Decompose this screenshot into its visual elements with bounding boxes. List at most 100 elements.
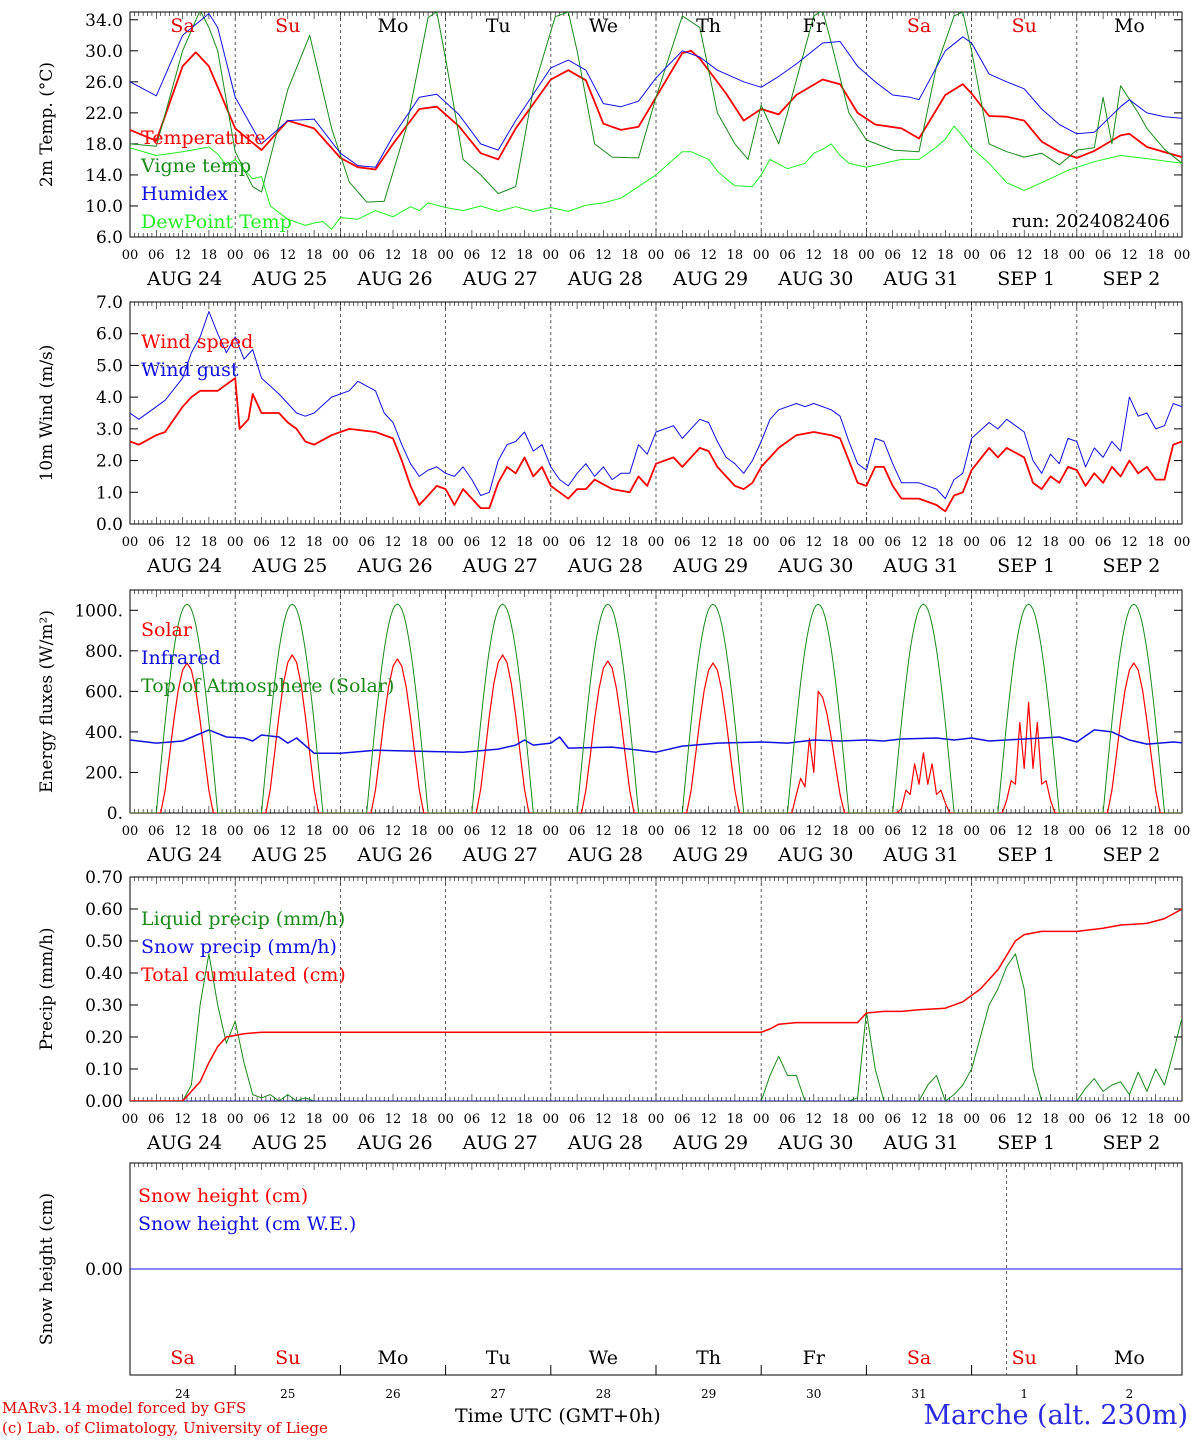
hour-label: 00 bbox=[648, 248, 665, 263]
lab-credit: (c) Lab. of Climatology, University of L… bbox=[2, 1419, 328, 1437]
y-tick-label: 0.00 bbox=[85, 1092, 123, 1112]
panel-4 bbox=[129, 1162, 1183, 1376]
day-label: AUG 25 bbox=[251, 1132, 327, 1154]
hour-label: 06 bbox=[990, 248, 1007, 263]
hour-label: 00 bbox=[1174, 824, 1191, 839]
hour-label: 18 bbox=[411, 824, 428, 839]
y-axis-label: 2m Temp. (°C) bbox=[37, 62, 57, 187]
day-number-label: 28 bbox=[596, 1387, 611, 1401]
y-tick-label: 400. bbox=[85, 723, 123, 743]
time-axis-label: Time UTC (GMT+0h) bbox=[455, 1405, 661, 1427]
hour-label: 06 bbox=[253, 824, 270, 839]
hour-label: 06 bbox=[674, 824, 691, 839]
y-tick-label: 30.0 bbox=[85, 42, 123, 62]
hour-label: 18 bbox=[516, 1112, 533, 1127]
day-label: AUG 27 bbox=[462, 555, 538, 577]
weekday-label: Su bbox=[275, 1347, 300, 1369]
hour-label: 00 bbox=[332, 535, 349, 550]
y-tick-label: 0.0 bbox=[96, 515, 123, 535]
hour-label: 12 bbox=[1016, 824, 1033, 839]
hour-label: 06 bbox=[1095, 535, 1112, 550]
hour-label: 00 bbox=[543, 248, 560, 263]
hour-label: 18 bbox=[201, 248, 218, 263]
day-label: AUG 25 bbox=[251, 844, 327, 866]
day-label: SEP 1 bbox=[997, 268, 1055, 290]
hour-label: 12 bbox=[806, 248, 823, 263]
day-number-label: 31 bbox=[911, 1387, 926, 1401]
hour-label: 06 bbox=[674, 535, 691, 550]
y-tick-label: 200. bbox=[85, 763, 123, 783]
day-label: AUG 29 bbox=[672, 268, 748, 290]
hour-label: 06 bbox=[884, 535, 901, 550]
hour-label: 00 bbox=[1174, 248, 1191, 263]
hour-label: 00 bbox=[227, 1112, 244, 1127]
hour-label: 06 bbox=[464, 535, 481, 550]
hour-label: 18 bbox=[201, 535, 218, 550]
series-line-wind-speed bbox=[130, 377, 1182, 513]
series-line-humidex bbox=[130, 13, 1182, 168]
legend-entry: Humidex bbox=[141, 183, 228, 205]
day-number-label: 29 bbox=[701, 1387, 716, 1401]
day-label: AUG 26 bbox=[356, 555, 432, 577]
legend-entry: Liquid precip (mm/h) bbox=[141, 908, 345, 930]
day-label: AUG 28 bbox=[567, 555, 643, 577]
hour-label: 18 bbox=[937, 1112, 954, 1127]
day-label: AUG 28 bbox=[567, 268, 643, 290]
day-label: AUG 24 bbox=[146, 844, 222, 866]
hour-label: 18 bbox=[306, 535, 323, 550]
series-line-solar bbox=[130, 654, 1182, 813]
panel-2 bbox=[129, 589, 1183, 814]
hour-label: 00 bbox=[1069, 248, 1086, 263]
hour-label: 18 bbox=[832, 824, 849, 839]
hour-label: 00 bbox=[1069, 1112, 1086, 1127]
hour-label: 00 bbox=[437, 248, 454, 263]
day-label: AUG 30 bbox=[777, 555, 853, 577]
hour-label: 12 bbox=[174, 1112, 191, 1127]
hour-label: 12 bbox=[806, 535, 823, 550]
hour-label: 18 bbox=[1147, 248, 1164, 263]
day-number-label: 26 bbox=[385, 1387, 400, 1401]
hour-label: 12 bbox=[911, 535, 928, 550]
day-label: SEP 2 bbox=[1102, 268, 1160, 290]
weekday-label: Su bbox=[275, 15, 300, 37]
weekday-label: Mo bbox=[1114, 15, 1145, 37]
hour-label: 18 bbox=[727, 248, 744, 263]
y-tick-label: 0.30 bbox=[85, 996, 123, 1016]
hour-label: 18 bbox=[937, 248, 954, 263]
day-label: SEP 2 bbox=[1102, 1132, 1160, 1154]
station-name: Marche (alt. 230m) bbox=[923, 1400, 1188, 1431]
series-line-temperature bbox=[130, 49, 1182, 171]
y-tick-label: 0. bbox=[107, 804, 123, 824]
day-label: AUG 26 bbox=[356, 844, 432, 866]
hour-label: 00 bbox=[332, 248, 349, 263]
hour-label: 06 bbox=[148, 248, 165, 263]
hour-label: 12 bbox=[1016, 1112, 1033, 1127]
day-label: AUG 30 bbox=[777, 844, 853, 866]
legend-entry: Solar bbox=[141, 619, 193, 641]
hour-label: 06 bbox=[779, 824, 796, 839]
hour-label: 18 bbox=[516, 824, 533, 839]
hour-label: 12 bbox=[1016, 248, 1033, 263]
hour-label: 18 bbox=[411, 248, 428, 263]
legend-entry: Snow precip (mm/h) bbox=[141, 936, 337, 958]
hour-label: 00 bbox=[858, 824, 875, 839]
day-label: AUG 31 bbox=[882, 268, 958, 290]
y-tick-label: 6.0 bbox=[96, 228, 123, 248]
hour-label: 18 bbox=[1147, 824, 1164, 839]
hour-label: 06 bbox=[148, 1112, 165, 1127]
hour-label: 00 bbox=[1174, 1112, 1191, 1127]
hour-label: 00 bbox=[963, 824, 980, 839]
hour-label: 06 bbox=[990, 824, 1007, 839]
day-number-label: 1 bbox=[1020, 1387, 1028, 1401]
hour-label: 18 bbox=[1147, 535, 1164, 550]
hour-label: 00 bbox=[753, 824, 770, 839]
day-label: AUG 31 bbox=[882, 844, 958, 866]
hour-label: 12 bbox=[1121, 248, 1138, 263]
legend-entry: Total cumulated (cm) bbox=[141, 964, 346, 986]
hour-label: 18 bbox=[727, 824, 744, 839]
hour-label: 18 bbox=[727, 1112, 744, 1127]
hour-label: 06 bbox=[358, 535, 375, 550]
hour-label: 12 bbox=[385, 824, 402, 839]
hour-label: 12 bbox=[1121, 824, 1138, 839]
hour-label: 18 bbox=[621, 535, 638, 550]
